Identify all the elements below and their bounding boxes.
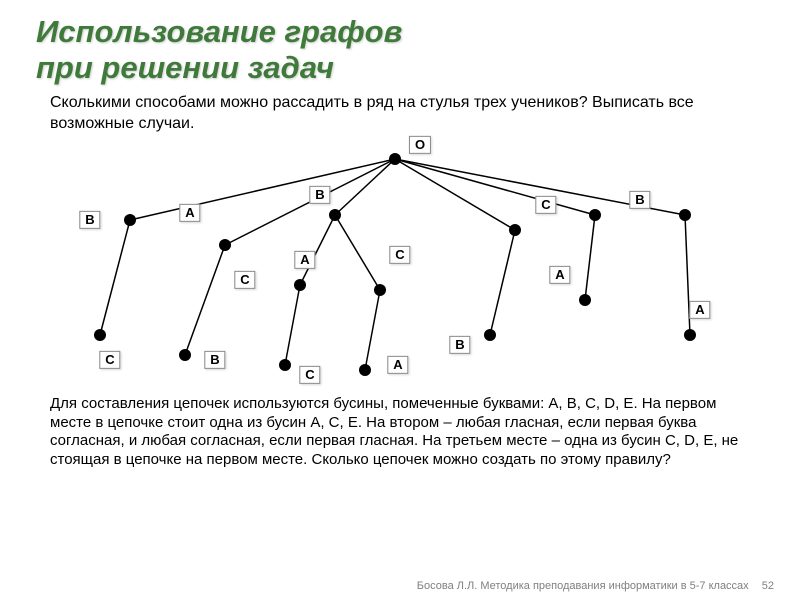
title-line2: при решении задач [36,50,334,85]
tree-label: C [99,351,120,369]
tree-edge [335,159,395,215]
tree-label: C [389,246,410,264]
tree-node [219,239,231,251]
tree-label: B [204,351,225,369]
tree-label: C [299,366,320,384]
tree-node [374,284,386,296]
tree-edge [395,159,515,230]
tree-edge [285,285,300,365]
tree-label: A [689,301,710,319]
tree-node [389,153,401,165]
tree-node [294,279,306,291]
tree-node [679,209,691,221]
tree-label: A [549,266,570,284]
tree-edge [335,215,380,290]
tree-node [684,329,696,341]
tree-node [279,359,291,371]
tree-label: A [294,251,315,269]
tree-node [359,364,371,376]
page-number: 52 [762,580,774,592]
tree-edge [185,245,225,355]
tree-label: B [309,186,330,204]
tree-label: A [387,356,408,374]
tree-edge [130,159,395,220]
tree-diagram: O B A B C B C C B A C C A B A A [0,135,800,395]
footer: Босова Л.Л. Методика преподавания информ… [417,580,774,592]
tree-node [589,209,601,221]
tree-node [94,329,106,341]
tree-node [484,329,496,341]
tree-node [179,349,191,361]
tree-edge [365,290,380,370]
tree-label: C [234,271,255,289]
footer-text: Босова Л.Л. Методика преподавания информ… [417,580,749,592]
title-line1: Использование графов [36,14,402,49]
tree-edge [585,215,595,300]
tree-node [329,209,341,221]
tree-edge [395,159,595,215]
tree-node [509,224,521,236]
tree-node [124,214,136,226]
tree-label: A [179,204,200,222]
tree-label: C [535,196,556,214]
page-title: Использование графов при решении задач [0,0,800,85]
tree-node [579,294,591,306]
tree-label: B [629,191,650,209]
tree-label: B [449,336,470,354]
intro-text: Сколькими способами можно рассадить в ря… [0,85,800,135]
tree-label: O [409,136,431,154]
tree-edge [100,220,130,335]
problem-text: Для составления цепочек используются бус… [0,395,800,470]
tree-label: B [79,211,100,229]
tree-edge [490,230,515,335]
